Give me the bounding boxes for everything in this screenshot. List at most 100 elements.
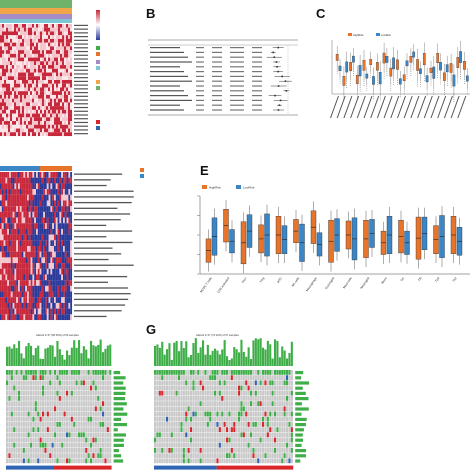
heatmap-cell (57, 308, 60, 315)
oncoprint-cell (166, 385, 169, 391)
oncoprint-cell (276, 416, 279, 422)
oncoprint-cell (37, 370, 40, 375)
oncoprint-cell (283, 453, 286, 458)
heatmap-cell (56, 132, 59, 137)
oncoprint-cell (211, 370, 214, 375)
heatmap-cell (23, 308, 26, 315)
oncoprint-cell (22, 458, 25, 464)
oncoprint-cell (187, 432, 190, 438)
oncoprint-cell (39, 432, 42, 438)
heatmap-cell (2, 46, 5, 51)
heatmap-cell (6, 31, 9, 36)
heatmap-cell (7, 246, 10, 252)
oncoprint-cell (269, 422, 272, 427)
oncoprint-cell (178, 437, 181, 443)
box-outlier (410, 75, 412, 76)
heatmap-cell (38, 80, 41, 84)
box-outlier (379, 99, 381, 101)
heatmap-cell (3, 223, 6, 229)
heatmap-cell (32, 194, 35, 201)
box-outlier (403, 91, 405, 93)
heatmap-cell (38, 83, 41, 88)
forest-row-value (196, 85, 204, 87)
oncoprint-cell (44, 458, 47, 464)
oncoprint-cell (257, 453, 260, 458)
heatmap-cell (20, 83, 23, 88)
heatmap-cell (37, 194, 40, 201)
forest-row-value (212, 56, 222, 58)
heatmap-cell (70, 57, 73, 62)
heatmap-cell (46, 102, 49, 107)
heatmap-cell (48, 102, 51, 107)
oncoprint-cell (288, 437, 291, 443)
heatmap-cell (52, 251, 55, 258)
heatmap-cell (12, 109, 15, 114)
heatmap-cell (38, 35, 41, 39)
heatmap-cell (55, 211, 58, 218)
box-outlier (410, 71, 412, 72)
oncoprint-cell (15, 442, 18, 448)
heatmap-cell (34, 172, 37, 178)
oncoprint-cell (214, 437, 217, 443)
heatmap-cell (21, 314, 24, 321)
oncoprint-cell (194, 370, 197, 375)
oncoprint-cell (235, 448, 238, 453)
oncoprint-cell (73, 448, 76, 453)
oncoprint-cell (10, 427, 13, 432)
heatmap-cell (12, 106, 15, 110)
heatmap-cell (10, 206, 13, 212)
heatmap-cell (68, 121, 71, 125)
gene-label-mark (74, 92, 88, 94)
oncoprint-cell (242, 406, 245, 412)
heatmap-cell (58, 31, 61, 36)
heatmap-cell (34, 211, 37, 218)
heatmap-cell (19, 274, 22, 281)
heatmap-cell (48, 177, 51, 184)
oncoprint-cell (68, 453, 71, 458)
oncoprint-cell (6, 396, 9, 401)
box-outlier (379, 97, 381, 99)
heatmap-cell (32, 35, 35, 39)
oncoprint-cell (8, 437, 11, 443)
oncoprint-cell (78, 453, 81, 458)
oncoprint-cell (197, 401, 200, 406)
oncoprint-cell (170, 427, 173, 432)
oncoprint-cell (245, 458, 248, 464)
oncoprint-cell (27, 453, 30, 458)
heatmap-cell (6, 76, 9, 81)
oncoprint-cell (161, 406, 164, 412)
heatmap-cell (36, 102, 39, 107)
oncoprint-cell (46, 437, 49, 443)
oncoprint-cell (192, 448, 195, 453)
heatmap-cell (70, 35, 73, 39)
oncoprint-cell (278, 370, 281, 375)
heatmap-cell (36, 38, 39, 43)
oncoprint-cell (252, 448, 255, 453)
heatmap-cell (28, 113, 31, 118)
oncoprint-cell (46, 432, 49, 438)
heatmap-cell (54, 268, 56, 275)
pathway-label-mark (74, 173, 123, 175)
box-outlier (466, 91, 468, 93)
heatmap-cell (68, 76, 71, 81)
heatmap-cell (60, 106, 63, 110)
oncoprint-cell (271, 406, 274, 412)
heatmap-cell (56, 53, 59, 58)
oncoprint-cell (58, 385, 61, 391)
oncoprint-cell (104, 411, 107, 417)
heatmap-cell (70, 263, 73, 269)
box-outlier (433, 93, 435, 95)
oncoprint-cell (63, 401, 66, 406)
oncoprint-cell (235, 396, 238, 401)
heatmap-cell (43, 285, 46, 292)
x-tick-label-mark (423, 95, 433, 119)
heatmap-cell (37, 263, 40, 269)
legend-swatch-4 (96, 66, 100, 70)
heatmap-cell (50, 240, 53, 247)
x-tick-label-mark (443, 95, 453, 119)
mutation-count-bar (37, 345, 40, 366)
heatmap-cell (39, 274, 42, 281)
heatmap-cell (22, 61, 25, 66)
oncoprint-cell (56, 406, 59, 412)
heatmap-cell (38, 91, 41, 95)
